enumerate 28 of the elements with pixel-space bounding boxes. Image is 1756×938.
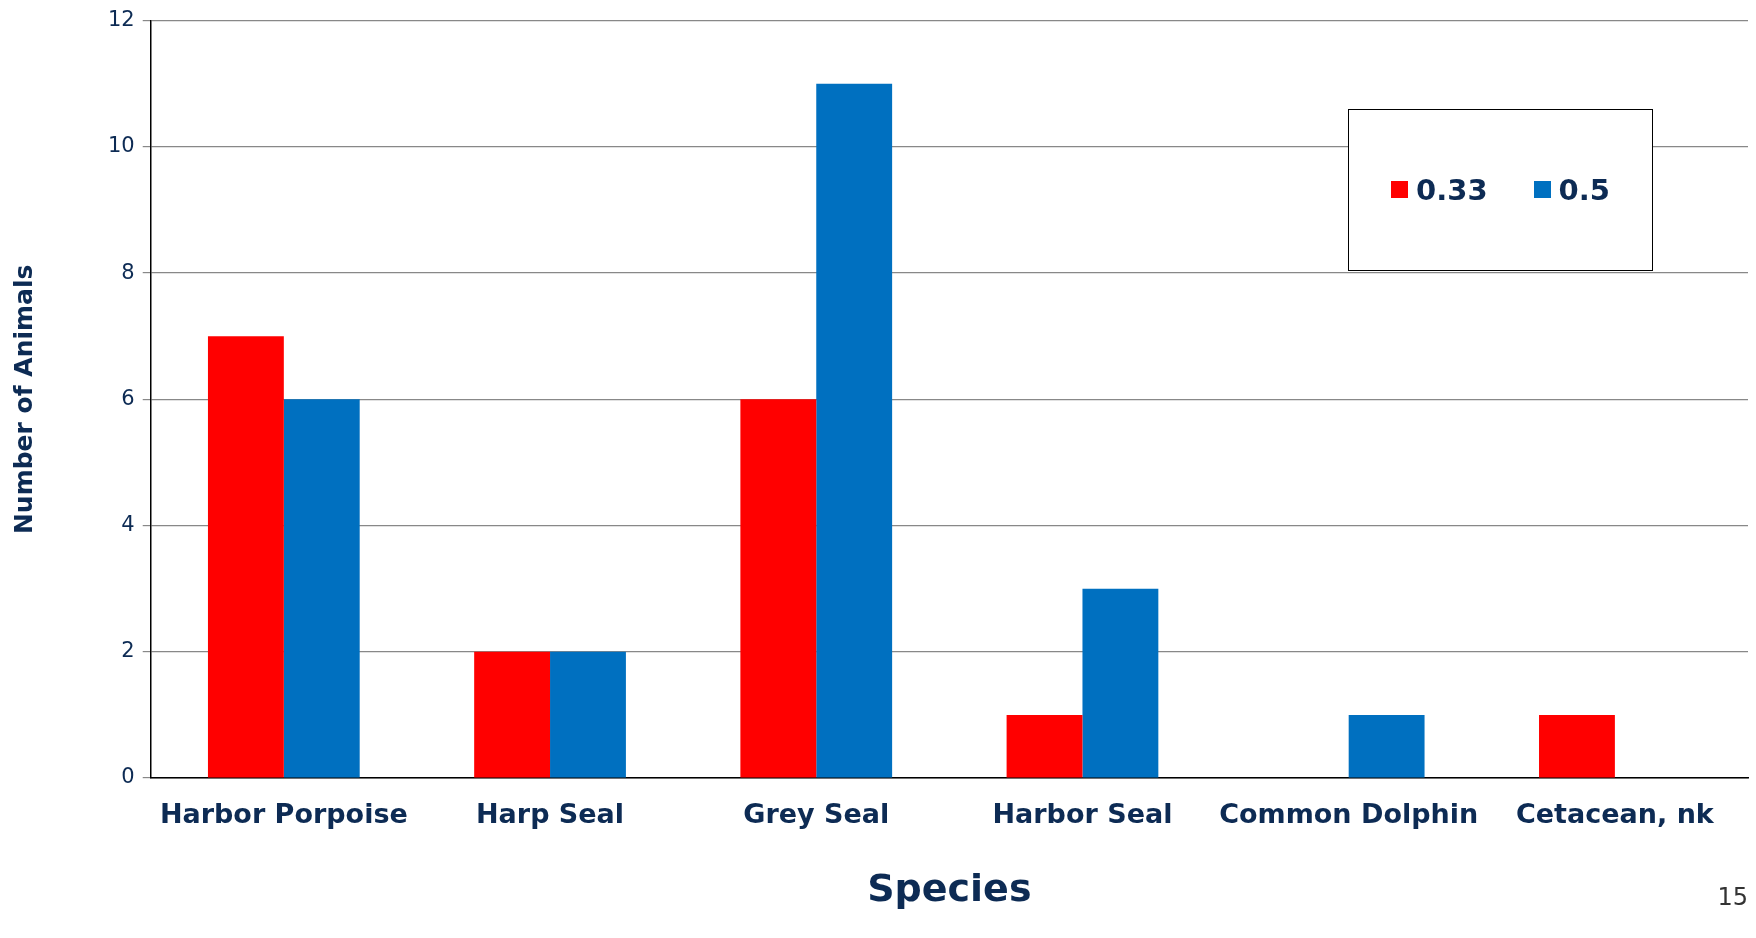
legend-label: 0.33 [1416,172,1488,207]
x-tick-label: Cetacean, nk [1515,798,1715,830]
bar [550,651,626,778]
x-tick-label: Grey Seal [743,798,890,830]
x-tick-label: Harbor Seal [992,798,1173,830]
bar [1082,588,1159,778]
legend-label: 0.5 [1558,172,1610,207]
text: 15 [1717,883,1748,911]
y-tick-label: 10 [107,133,135,158]
x-tick-label: Harbor Porpoise [159,798,408,830]
bar [283,399,360,778]
y-tick-label: 12 [107,7,135,32]
x-tick-label: Common Dolphin [1219,798,1479,830]
x-axis-title: Species [867,866,1032,911]
bar [474,651,551,778]
y-tick-label: 0 [121,764,135,789]
bar [816,83,893,778]
bar [740,399,817,778]
x-tick-label: Harp Seal [475,798,625,830]
bar [207,336,284,778]
bar [1006,714,1083,778]
y-tick-label: 6 [121,385,135,410]
y-tick-label: 8 [121,259,135,284]
y-axis-title: Number of Animals [8,264,38,535]
y-tick-label: 4 [121,511,135,536]
y-tick-label: 2 [121,638,135,663]
bar [1348,714,1425,778]
bar [1539,714,1615,778]
